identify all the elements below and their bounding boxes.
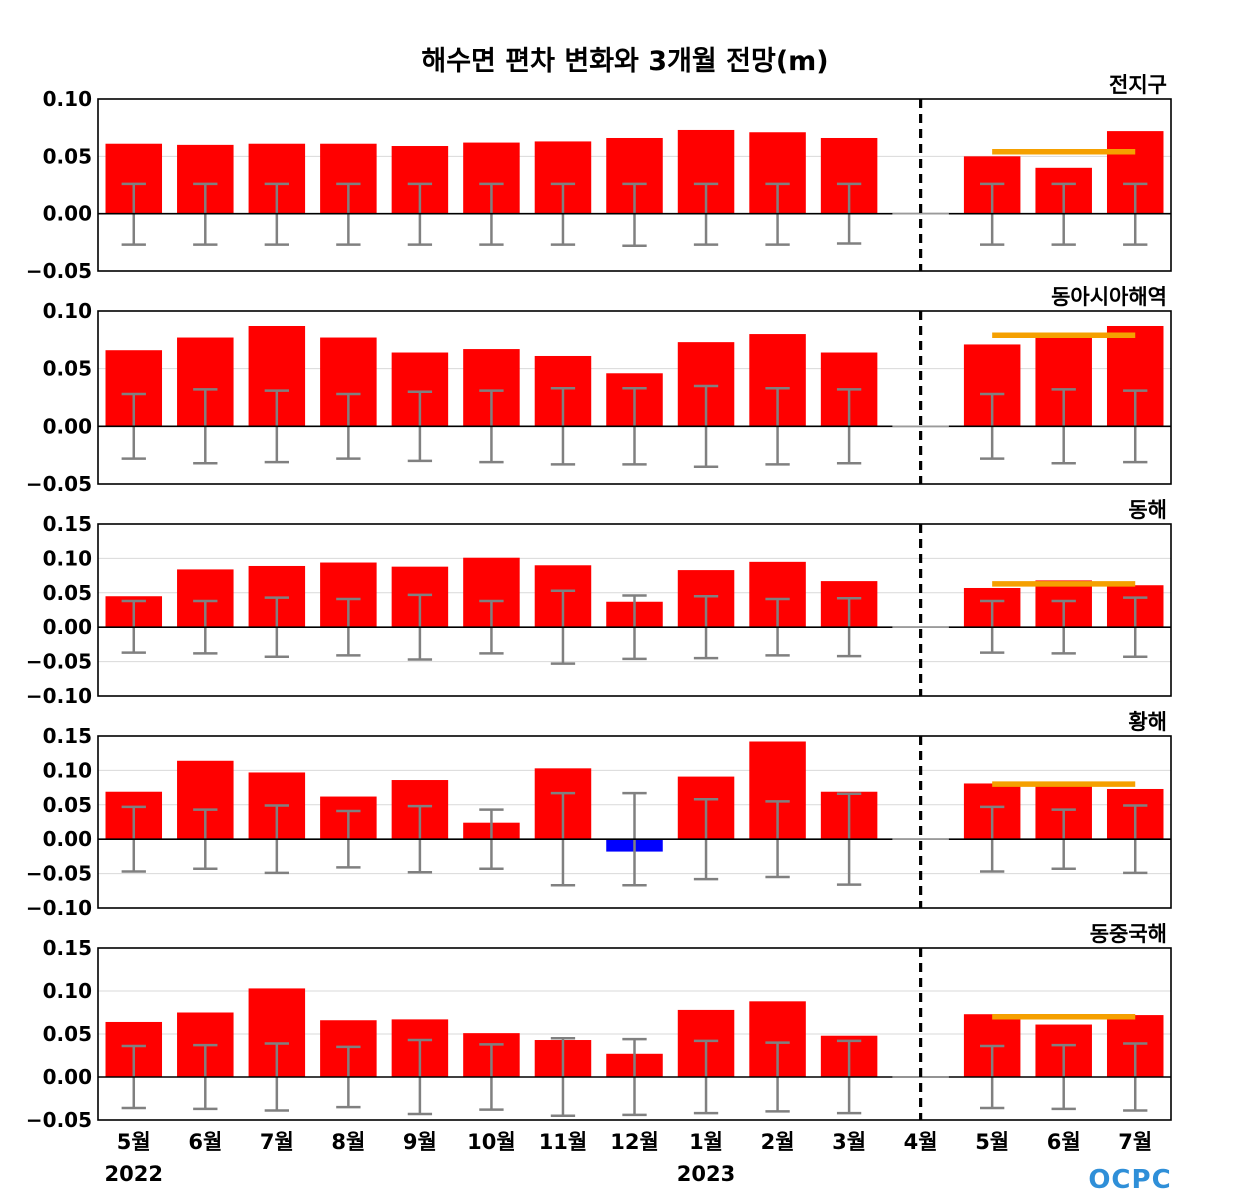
- y-tick-label: 0.05: [43, 357, 92, 381]
- panel-4: 0.15 0.10 0.05 0.00 −0.05 −0.10 황해: [26, 710, 1172, 920]
- y-tick-label: 0.00: [43, 615, 92, 639]
- y-tick-label: 0.00: [43, 827, 92, 851]
- x-tick-label: 6월: [188, 1130, 222, 1154]
- panel-frame: [97, 735, 1172, 909]
- year-label: 2023: [677, 1162, 735, 1186]
- panel-label: 전지구: [1109, 73, 1167, 97]
- y-tick-label: 0.10: [43, 87, 92, 111]
- y-tick-label: 0.05: [43, 144, 92, 168]
- y-tick-label: 0.00: [43, 414, 92, 438]
- x-tick-label: 7월: [1118, 1130, 1152, 1154]
- panel-frame: [97, 523, 1172, 697]
- y-tick-label: −0.05: [26, 650, 92, 674]
- y-tick-label: 0.05: [43, 793, 92, 817]
- panel-frame: [97, 98, 1172, 272]
- x-tick-label: 10월: [467, 1130, 516, 1154]
- x-tick-label: 7월: [260, 1130, 294, 1154]
- y-tick-label: −0.05: [26, 862, 92, 886]
- y-tick-label: −0.10: [26, 896, 92, 920]
- panel-label: 동아시아해역: [1051, 285, 1167, 309]
- y-tick-label: 0.00: [43, 1065, 92, 1089]
- panel-label: 동해: [1128, 498, 1167, 522]
- y-tick-label: 0.10: [43, 979, 92, 1003]
- x-tick-label: 5월: [117, 1130, 151, 1154]
- y-tick-label: 0.15: [43, 512, 92, 536]
- year-label: 2022: [105, 1162, 163, 1186]
- x-tick-label: 3월: [832, 1130, 866, 1154]
- panel-label: 황해: [1128, 710, 1167, 734]
- ocpc-logo: OCPC: [1088, 1165, 1171, 1195]
- panels: 0.10 0.05 0.00 −0.05 전지구 0.10 0.05 0.00 −0.05 동아시…: [26, 73, 1172, 1132]
- y-tick-label: 0.10: [43, 299, 92, 323]
- y-tick-label: −0.10: [26, 684, 92, 708]
- x-tick-label: 1월: [689, 1130, 723, 1154]
- y-tick-label: −0.05: [26, 1108, 92, 1132]
- x-tick-label: 9월: [403, 1130, 437, 1154]
- y-tick-label: 0.00: [43, 202, 92, 226]
- x-tick-label: 6월: [1047, 1130, 1081, 1154]
- panel-frame: [97, 310, 1172, 485]
- panel-1: 0.10 0.05 0.00 −0.05 전지구: [26, 73, 1172, 283]
- y-tick-label: −0.05: [26, 472, 92, 496]
- x-tick-label: 5월: [975, 1130, 1009, 1154]
- y-tick-label: 0.05: [43, 581, 92, 605]
- panel-frame: [97, 947, 1172, 1121]
- y-tick-label: 0.15: [43, 724, 92, 748]
- panel-5: 0.15 0.10 0.05 0.00 −0.05 동중국해: [26, 922, 1172, 1132]
- x-axis: 5월 6월 7월 8월 9월 10월 11월 12월 1월 2월 3월 4월 5월 6월 7월 2022 202…: [105, 1130, 1153, 1186]
- x-tick-label: 11월: [539, 1130, 588, 1154]
- panel-label: 동중국해: [1090, 922, 1167, 946]
- y-tick-label: 0.05: [43, 1022, 92, 1046]
- chart-title: 해수면 편차 변화와 3개월 전망(m): [421, 46, 828, 77]
- y-tick-label: 0.10: [43, 546, 92, 570]
- x-tick-label: 8월: [331, 1130, 365, 1154]
- x-tick-label: 2월: [761, 1130, 795, 1154]
- x-tick-label: 12월: [610, 1130, 659, 1154]
- panel-3: 0.15 0.10 0.05 0.00 −0.05 −0.10 동해: [26, 498, 1172, 708]
- y-tick-label: 0.15: [43, 936, 92, 960]
- panel-2: 0.10 0.05 0.00 −0.05 동아시아해역: [26, 285, 1172, 496]
- x-tick-label: 4월: [904, 1130, 938, 1154]
- y-tick-label: 0.10: [43, 758, 92, 782]
- y-tick-label: −0.05: [26, 259, 92, 283]
- logo-text: OCPC: [1088, 1165, 1171, 1195]
